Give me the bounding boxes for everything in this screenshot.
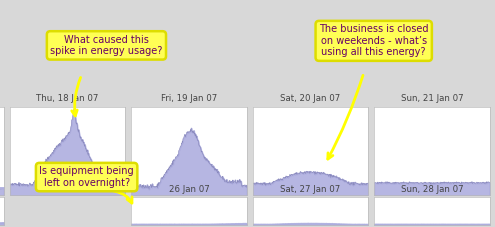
Text: Sun, 21 Jan 07: Sun, 21 Jan 07 [400, 94, 463, 103]
Text: Thu, 18 Jan 07: Thu, 18 Jan 07 [37, 94, 99, 103]
Text: The business is closed
on weekends - what’s
using all this energy?: The business is closed on weekends - wha… [319, 24, 429, 57]
Text: Is equipment being
left on overnight?: Is equipment being left on overnight? [39, 166, 134, 188]
Text: Sat, 27 Jan 07: Sat, 27 Jan 07 [280, 185, 341, 194]
Text: What caused this
spike in energy usage?: What caused this spike in energy usage? [50, 35, 163, 56]
Text: 26 Jan 07: 26 Jan 07 [169, 185, 209, 194]
Text: Sun, 28 Jan 07: Sun, 28 Jan 07 [400, 185, 463, 194]
Text: Sat, 20 Jan 07: Sat, 20 Jan 07 [280, 94, 341, 103]
Text: Fri, 19 Jan 07: Fri, 19 Jan 07 [161, 94, 217, 103]
